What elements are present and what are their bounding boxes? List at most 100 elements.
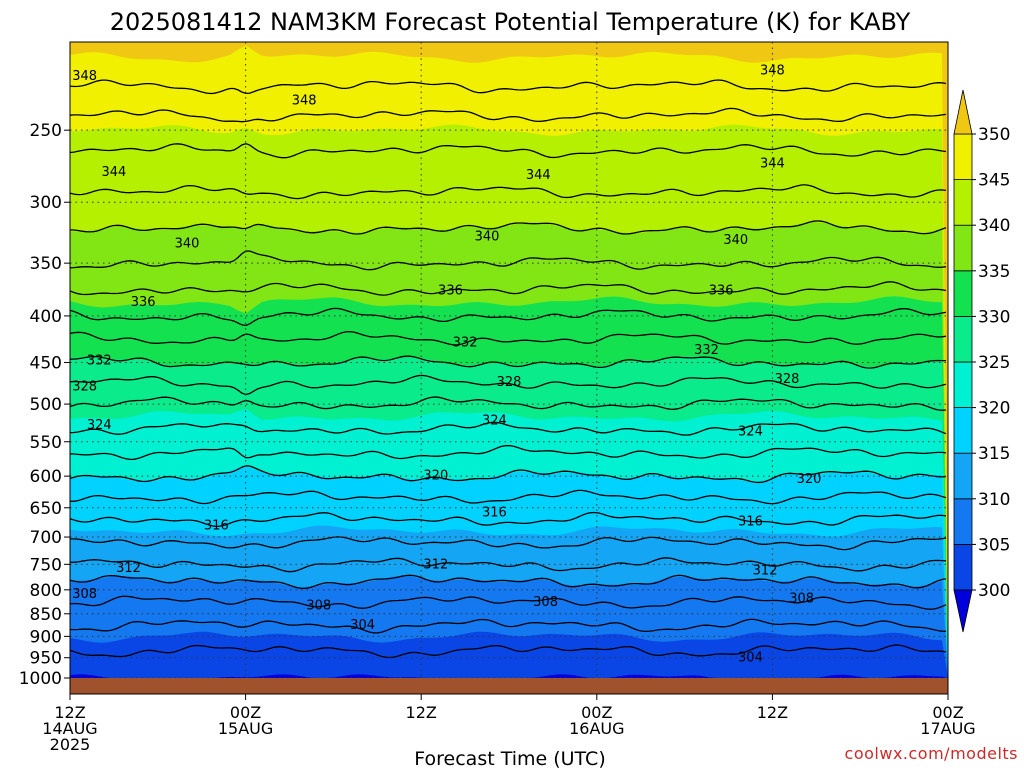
colorbar-label: 310 [978, 490, 1010, 510]
contour-label: 324 [738, 425, 763, 440]
credit-text: coolwx.com/modelts [845, 744, 1018, 763]
x-tick-label: 2025 [50, 735, 91, 754]
contour-338 [69, 250, 947, 271]
colorbar-label: 315 [978, 444, 1010, 464]
contour-label: 336 [438, 283, 463, 298]
contour-label: 308 [789, 592, 814, 607]
contour-344 [69, 143, 947, 159]
contour-310 [69, 574, 947, 590]
contour-label: 312 [753, 564, 778, 579]
colorbar-swatch-320 [953, 361, 973, 408]
y-tick-label: 500 [30, 395, 62, 415]
contour-label: 328 [775, 372, 800, 387]
contour-label: 308 [533, 595, 558, 610]
y-tick-label: 750 [30, 555, 62, 575]
contour-334 [69, 307, 947, 327]
x-tick-label: 17AUG [920, 719, 975, 738]
colorbar-label: 345 [978, 171, 1010, 191]
contour-label: 320 [423, 468, 448, 483]
contour-label: 312 [116, 561, 141, 576]
x-tick-label: 12Z [406, 703, 437, 722]
contour-label: 320 [797, 472, 822, 487]
colorbar-label: 340 [978, 216, 1010, 236]
y-axis-pressure: 2503003504004505005506006507007508008509… [19, 121, 70, 689]
colorbar-label: 325 [978, 353, 1010, 373]
contour-342 [69, 184, 947, 200]
contour-label: 304 [738, 651, 763, 666]
contour-318 [70, 489, 947, 505]
contour-label: 308 [306, 598, 331, 613]
x-tick-label: 12Z [757, 703, 788, 722]
contour-label: 332 [694, 343, 719, 358]
chart-title: 2025081412 NAM3KM Forecast Potential Tem… [110, 8, 911, 36]
contour-label: 344 [101, 165, 126, 180]
contour-label: 336 [709, 283, 734, 298]
colorbar-swatch-335 [953, 224, 973, 272]
colorbar-label: 330 [978, 307, 1010, 327]
colorbar-swatch-330 [953, 270, 973, 317]
x-tick-label: 00Z [230, 703, 261, 722]
y-tick-label: 300 [30, 193, 62, 213]
contour-306 [69, 618, 947, 634]
band-below-305 [70, 631, 948, 678]
contour-312 [70, 557, 947, 573]
contour-label: 340 [175, 236, 200, 251]
plot-frame [69, 41, 949, 695]
ground-bar [70, 678, 948, 694]
contour-label: 340 [475, 229, 500, 244]
y-tick-label: 1000 [19, 669, 62, 689]
colorbar-swatch-340 [953, 179, 973, 226]
y-tick-label: 700 [30, 528, 62, 548]
contour-label: 316 [738, 515, 763, 530]
y-tick-label: 450 [30, 353, 62, 373]
isentrope-contours [69, 79, 947, 659]
contour-308 [69, 595, 947, 610]
contour-346 [69, 107, 947, 123]
x-tick-label: 12Z [54, 703, 85, 722]
contour-314 [70, 536, 947, 551]
colorbar-label: 320 [978, 399, 1010, 419]
y-tick-label: 650 [30, 499, 62, 519]
contour-322 [69, 444, 947, 461]
y-tick-label: 900 [30, 627, 62, 647]
contour-label: 324 [482, 413, 507, 428]
contour-330 [69, 355, 947, 369]
contour-label: 324 [87, 418, 112, 433]
contour-332 [69, 330, 947, 346]
colorbar-swatch-325 [953, 315, 973, 363]
contour-label: 348 [760, 64, 785, 79]
colorbar-swatch-345 [953, 133, 973, 180]
colorbar-extend-high [953, 89, 973, 135]
contour-labels: 348 348 348 344 344 344 340 340 340 336 336 336 332 3… [72, 64, 821, 666]
contour-348 [69, 79, 947, 95]
contour-324 [69, 421, 947, 436]
colorbar-label: 350 [978, 125, 1010, 145]
contour-label: 304 [350, 618, 375, 633]
contour-label: 308 [72, 587, 97, 602]
contour-336 [69, 281, 947, 296]
colorbar-label: 305 [978, 535, 1010, 555]
contour-label: 312 [423, 557, 448, 572]
contour-label: 316 [482, 506, 507, 521]
contour-label: 344 [760, 157, 785, 172]
y-tick-label: 400 [30, 307, 62, 327]
y-tick-label: 950 [30, 649, 62, 669]
contour-label: 332 [453, 336, 478, 351]
colorbar: 300 305 310 315 320 325 330 335 340 345 350 [953, 89, 1010, 633]
contour-326 [69, 396, 947, 411]
colorbar-label: 335 [978, 262, 1010, 282]
colorbar-swatch-300 [953, 544, 973, 591]
x-tick-label: 16AUG [569, 719, 624, 738]
x-tick-label: 00Z [932, 703, 963, 722]
contour-label: 340 [723, 233, 748, 248]
contour-label: 348 [72, 69, 97, 84]
y-tick-label: 350 [30, 254, 62, 274]
colorbar-extend-low [953, 589, 973, 633]
contour-label: 336 [131, 295, 156, 310]
contour-328 [69, 374, 947, 396]
y-tick-label: 250 [30, 121, 62, 141]
contour-label: 328 [72, 379, 97, 394]
ground-strip [69, 41, 949, 695]
contour-316 [69, 511, 947, 528]
